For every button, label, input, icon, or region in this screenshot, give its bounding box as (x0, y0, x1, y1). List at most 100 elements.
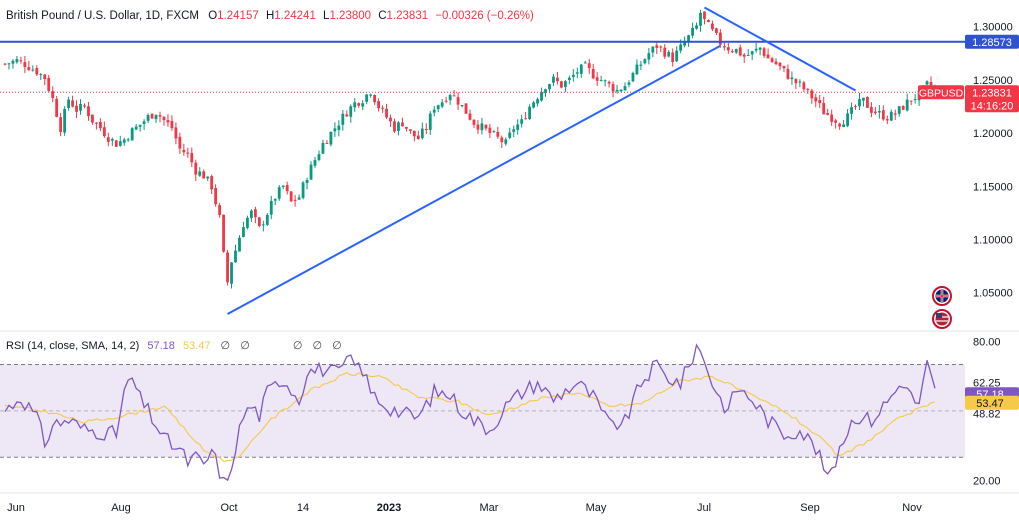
candle-body (440, 102, 444, 107)
candle-body (889, 111, 893, 121)
price-tick-label: 1.30000 (973, 22, 1013, 34)
candle-body (548, 84, 551, 90)
resistance-badge: 1.28573 (965, 34, 1019, 49)
candle-body (265, 215, 269, 225)
candle-body (63, 109, 67, 133)
candle-body (230, 262, 233, 284)
candle-body (873, 111, 877, 114)
candle-body (496, 131, 500, 137)
candle-body (102, 127, 106, 137)
candle-body (174, 127, 178, 139)
candle-body (814, 97, 818, 102)
candle-body (301, 182, 305, 198)
candle-body (110, 138, 114, 141)
candle-body (234, 250, 237, 263)
empty-value-icon: ∅ (332, 340, 342, 352)
candle-body (293, 199, 297, 201)
candle-body (667, 51, 671, 57)
price-tick-label: 1.25000 (973, 75, 1013, 87)
candle-body (830, 114, 834, 122)
candle-body (202, 171, 206, 179)
candle-body (591, 68, 595, 79)
candle-body (146, 115, 150, 121)
candle-body (71, 100, 74, 107)
rsi-tick-label: 48.82 (973, 409, 1001, 421)
candle-body (397, 122, 400, 131)
candle-body (802, 82, 806, 90)
candle-body (484, 124, 488, 129)
candle-body (257, 217, 261, 226)
candle-body (679, 44, 683, 51)
resistance-badge-text: 1.28573 (972, 37, 1012, 49)
candle-body (206, 176, 210, 179)
candle-body (393, 121, 396, 132)
candle-body (611, 84, 615, 92)
resistance-badge-bg (965, 34, 1019, 49)
candle-body (798, 81, 802, 83)
candle-body (31, 69, 35, 71)
trendlines[interactable] (227, 6, 856, 315)
candle-body (699, 12, 702, 26)
candle-body (663, 47, 667, 57)
high-label: H (266, 10, 274, 22)
candle-body (198, 171, 202, 176)
candle-body (118, 141, 122, 146)
candle-body (341, 113, 345, 125)
candle-body (317, 154, 321, 160)
candle-body (408, 129, 412, 131)
price-tick-label: 1.05000 (973, 288, 1013, 300)
empty-value-icon: ∅ (313, 340, 323, 352)
rsi-title: RSI (14, close, SMA, 14, 2) (6, 340, 139, 352)
candle-body (583, 62, 587, 64)
time-tick-label: Sep (800, 502, 820, 514)
candle-body (305, 179, 309, 184)
candle-body (635, 64, 639, 75)
time-axis[interactable]: Jun Aug Oct 14 2023 Mar May Jul Sep Nov (7, 502, 922, 514)
candle-body (75, 105, 78, 112)
candle-body (79, 103, 82, 111)
candle-body (122, 139, 126, 143)
close-value: 1.23831 (387, 10, 429, 22)
candle-body (711, 23, 714, 30)
price-axis[interactable]: 1.05000 1.10000 1.15000 1.20000 1.25000 1.300… (973, 22, 1013, 300)
candle-body (158, 115, 162, 117)
gbp-flag-icon[interactable] (932, 286, 952, 306)
candle-body (504, 139, 508, 144)
candle-body (838, 123, 842, 127)
usd-flag-icon[interactable] (932, 309, 952, 329)
candle-body (194, 162, 198, 175)
trendline[interactable] (704, 6, 856, 92)
candle-body (35, 68, 39, 75)
trendline[interactable] (227, 44, 721, 315)
candle-body (846, 113, 849, 126)
candle-body (571, 74, 575, 77)
candle-body (43, 74, 47, 80)
rsi-axis[interactable]: 20.00 48.82 62.25 80.00 (973, 336, 1001, 487)
rsi-pane[interactable]: 20.00 48.82 62.25 80.00 (0, 336, 1001, 487)
candle-body (508, 132, 512, 138)
candle-body (405, 126, 408, 129)
candle-body (532, 102, 535, 108)
candle-body (877, 110, 881, 113)
candle-body (166, 120, 170, 123)
candle-body (23, 62, 27, 67)
candle-body (401, 122, 404, 127)
symbol-badge-text: GBPUSD (919, 87, 964, 99)
rsi-sma-badge-bg (965, 395, 1019, 410)
candle-body (715, 28, 718, 33)
rsi-header-sma: 53.47 (183, 340, 211, 352)
candle-body (901, 105, 905, 110)
candle-body (444, 100, 448, 102)
candle-body (587, 63, 591, 69)
time-tick-label: 2023 (377, 502, 401, 514)
price-pane[interactable]: 1.05000 1.10000 1.15000 1.20000 1.25000 1.300… (0, 0, 1013, 330)
candle-body (385, 108, 388, 118)
candle-body (472, 119, 476, 125)
empty-value-icon: ∅ (240, 340, 250, 352)
open-label: O (208, 10, 217, 22)
candle-body (623, 86, 627, 91)
candle-body (778, 62, 782, 67)
time-tick-label: Jun (7, 502, 25, 514)
